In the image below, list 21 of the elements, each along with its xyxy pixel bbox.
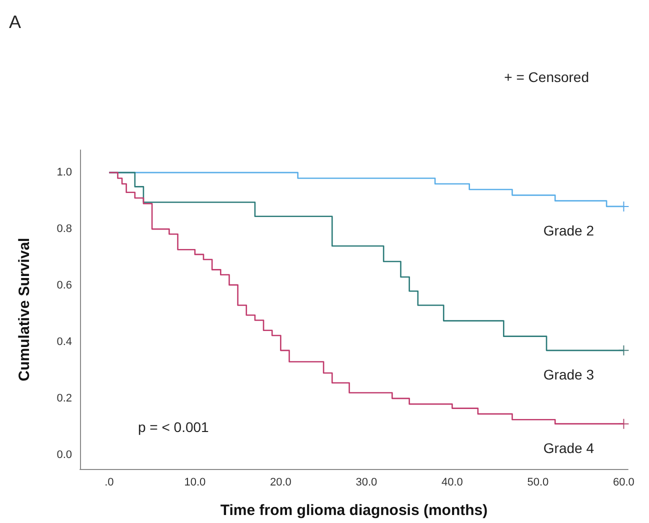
x-tick-label: 20.0 [270, 476, 292, 488]
x-axis-title: Time from glioma diagnosis (months) [220, 502, 488, 519]
y-tick-label: 1.0 [56, 166, 72, 179]
x-tick-label: 30.0 [356, 476, 378, 488]
series-label: Grade 4 [543, 440, 594, 456]
y-tick-label: 0.2 [56, 392, 72, 404]
x-tick-label: 60.0 [613, 476, 634, 488]
x-tick-label: 50.0 [527, 476, 549, 488]
y-tick-label: 0.4 [56, 336, 72, 348]
y-tick-label: 0.6 [56, 280, 72, 292]
y-tick-label: 0.8 [56, 223, 72, 236]
y-tick-label: 0.0 [56, 448, 72, 461]
x-tick-label: .0 [104, 476, 114, 488]
series-label: Grade 3 [543, 366, 594, 382]
series-label: Grade 2 [543, 222, 594, 238]
x-tick-label: 40.0 [441, 476, 463, 488]
y-axis-title: Cumulative Survival [16, 238, 33, 382]
x-tick-label: 10.0 [184, 476, 206, 488]
annotation: p = < 0.001 [138, 419, 210, 435]
chart-title: A [9, 12, 22, 32]
text: + = Censored [504, 69, 590, 85]
